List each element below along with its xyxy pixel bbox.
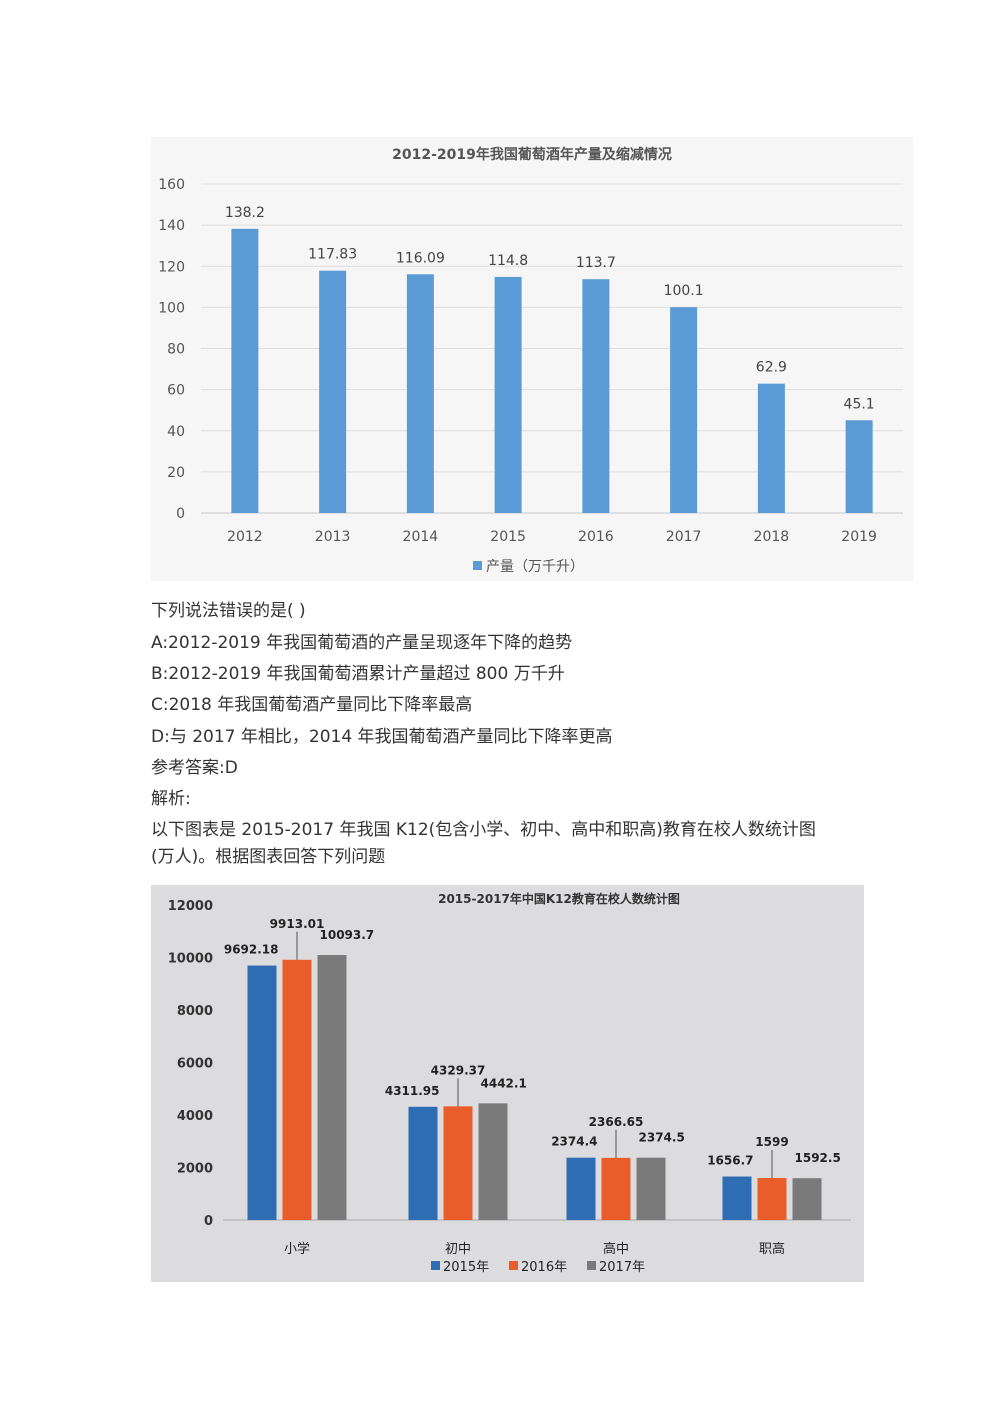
x-tick-label: 2016 xyxy=(578,529,614,545)
data-label: 9913.01 xyxy=(270,917,325,931)
x-tick-label: 2017 xyxy=(666,529,702,545)
data-label: 138.2 xyxy=(225,205,265,221)
bar xyxy=(443,1106,473,1220)
y-tick-label: 60 xyxy=(167,383,185,399)
bar xyxy=(408,1106,438,1220)
legend-label: 产量（万千升） xyxy=(486,559,584,575)
bar xyxy=(670,307,698,513)
y-tick-label: 100 xyxy=(158,300,185,316)
data-label: 2374.5 xyxy=(639,1131,685,1145)
y-tick-label: 0 xyxy=(176,506,185,522)
bar xyxy=(231,228,259,514)
bar xyxy=(406,274,434,513)
y-tick-label: 120 xyxy=(158,259,185,275)
data-label: 9692.18 xyxy=(224,943,279,957)
data-label: 114.8 xyxy=(488,253,528,269)
bar xyxy=(601,1157,631,1220)
chart-title: 2015-2017年中国K12教育在校人数统计图 xyxy=(438,891,680,906)
y-tick-label: 4000 xyxy=(177,1109,213,1124)
data-label: 2366.65 xyxy=(589,1115,644,1129)
x-tick-label: 2013 xyxy=(315,529,351,545)
y-tick-label: 8000 xyxy=(177,1004,213,1019)
legend-swatch xyxy=(473,561,482,570)
data-label: 45.1 xyxy=(844,396,875,412)
legend-swatch xyxy=(431,1261,440,1270)
y-tick-label: 160 xyxy=(158,177,185,193)
bar xyxy=(319,270,347,513)
data-label: 4311.95 xyxy=(385,1084,440,1098)
x-tick-label: 2019 xyxy=(841,529,877,545)
data-label: 1592.5 xyxy=(795,1151,841,1165)
bar xyxy=(494,276,522,513)
data-label: 2374.4 xyxy=(551,1135,597,1149)
question-stem: 下列说法错误的是( ) xyxy=(151,601,306,621)
intro-line-2: (万人)。根据图表回答下列问题 xyxy=(151,847,386,867)
bar xyxy=(478,1103,508,1220)
data-label: 113.7 xyxy=(576,255,616,271)
k12-enrollment-chart: 2015-2017年中国K12教育在校人数统计图 0 2000 4000 6000 800… xyxy=(151,885,864,1282)
x-tick-label: 2018 xyxy=(754,529,790,545)
y-tick-label: 20 xyxy=(167,465,185,481)
option-b: B:2012-2019 年我国葡萄酒累计产量超过 800 万千升 xyxy=(151,664,565,684)
y-tick-label: 2000 xyxy=(177,1162,213,1177)
intro-line-1: 以下图表是 2015-2017 年我国 K12(包含小学、初中、高中和职高)教育… xyxy=(151,820,816,840)
data-label: 1599 xyxy=(755,1135,788,1149)
bar xyxy=(582,279,610,513)
x-tick-label: 2012 xyxy=(227,529,263,545)
bar xyxy=(845,420,873,513)
y-tick-label: 0 xyxy=(204,1214,213,1229)
legend-label: 2017年 xyxy=(599,1260,645,1275)
y-tick-label: 10000 xyxy=(168,952,213,967)
legend-swatch xyxy=(509,1261,518,1270)
option-d: D:与 2017 年相比，2014 年我国葡萄酒产量同比下降率更高 xyxy=(151,727,613,747)
bar xyxy=(317,955,347,1220)
bar xyxy=(757,1178,787,1220)
data-label: 100.1 xyxy=(664,283,704,299)
wine-production-chart-svg: 2012-2019年我国葡萄酒年产量及缩减情况 0 20 40 60 80 100 120 14… xyxy=(158,146,903,575)
x-tick-label: 2014 xyxy=(403,529,439,545)
chart-title: 2012-2019年我国葡萄酒年产量及缩减情况 xyxy=(392,146,672,163)
bar xyxy=(282,959,312,1220)
y-tick-label: 80 xyxy=(167,342,185,358)
data-label: 10093.7 xyxy=(320,928,375,942)
option-a: A:2012-2019 年我国葡萄酒的产量呈现逐年下降的趋势 xyxy=(151,633,573,653)
x-tick-label: 2015 xyxy=(490,529,526,545)
data-label: 117.83 xyxy=(308,247,357,263)
x-tick-label: 小学 xyxy=(284,1241,310,1257)
y-tick-label: 140 xyxy=(158,218,185,234)
analysis-label: 解析: xyxy=(151,789,191,809)
bar xyxy=(566,1157,596,1220)
data-label: 4442.1 xyxy=(481,1076,527,1090)
y-tick-label: 6000 xyxy=(177,1057,213,1072)
wine-production-chart: 2012-2019年我国葡萄酒年产量及缩减情况 0 20 40 60 80 100 120 14… xyxy=(151,137,913,581)
answer-text: 参考答案:D xyxy=(151,758,238,778)
legend-swatch xyxy=(587,1261,596,1270)
x-tick-label: 初中 xyxy=(445,1242,471,1257)
bar xyxy=(792,1178,822,1220)
x-tick-label: 高中 xyxy=(603,1241,629,1257)
data-label: 4329.37 xyxy=(431,1063,486,1077)
bar xyxy=(757,383,785,513)
data-label: 62.9 xyxy=(756,360,787,376)
data-label: 1656.7 xyxy=(707,1154,753,1168)
bar xyxy=(636,1157,666,1220)
data-label: 116.09 xyxy=(396,250,445,266)
y-tick-label: 40 xyxy=(167,424,185,440)
bar xyxy=(247,965,277,1220)
option-c: C:2018 年我国葡萄酒产量同比下降率最高 xyxy=(151,695,473,715)
legend-label: 2016年 xyxy=(521,1260,567,1275)
legend-label: 2015年 xyxy=(443,1260,489,1275)
k12-enrollment-chart-svg: 2015-2017年中国K12教育在校人数统计图 0 2000 4000 6000 800… xyxy=(168,891,851,1275)
x-tick-label: 职高 xyxy=(759,1241,785,1257)
bar xyxy=(722,1176,752,1220)
y-tick-label: 12000 xyxy=(168,899,213,914)
